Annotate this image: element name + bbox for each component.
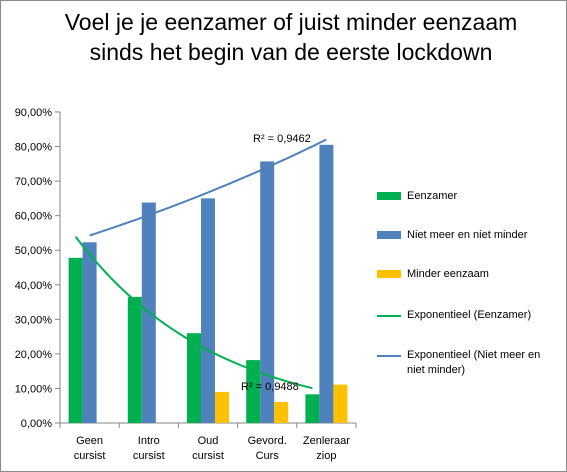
bar-niet-meer-en-niet-minder-0 xyxy=(83,242,97,423)
legend-label: Niet meer en niet minder xyxy=(407,228,557,243)
legend-swatch xyxy=(377,270,401,278)
bar-eenzamer-4 xyxy=(305,394,319,423)
legend-swatch xyxy=(377,231,401,239)
y-tick-label: 40,00% xyxy=(15,280,53,292)
bar-eenzamer-2 xyxy=(187,333,201,423)
axis-labels: 0,00% 10,00% 20,00% 30,00% 40,00% 50,00% 60,00… xyxy=(15,107,351,462)
y-tick-label: 70,00% xyxy=(15,176,53,188)
legend-swatch xyxy=(377,355,401,357)
y-tick-label: 80,00% xyxy=(15,142,53,154)
legend-swatch xyxy=(377,315,401,317)
x-tick-label: Geen cursist xyxy=(74,435,106,462)
y-tick-label: 10,00% xyxy=(15,383,53,395)
legend-label: Exponentieel (Eenzamer) xyxy=(407,308,557,323)
legend-label: Exponentieel (Niet meer en niet minder) xyxy=(407,348,557,378)
x-tick-label: Zenleraar ziop xyxy=(303,435,350,462)
r2-label-eenzamer: R² = 0,9488 xyxy=(241,381,299,393)
legend-label: Minder eenzaam xyxy=(407,267,557,282)
x-tick-label: Intro cursist xyxy=(133,435,165,462)
bar-niet-meer-en-niet-minder-4 xyxy=(319,145,333,423)
bar-minder-eenzaam-3 xyxy=(274,402,288,423)
bar-niet-meer-en-niet-minder-2 xyxy=(201,198,215,423)
bar-eenzamer-1 xyxy=(128,297,142,423)
y-tick-label: 30,00% xyxy=(15,314,53,326)
y-tick-label: 0,00% xyxy=(21,418,52,430)
y-tick-label: 60,00% xyxy=(15,211,53,223)
bar-minder-eenzaam-2 xyxy=(215,392,229,423)
y-tick-label: 20,00% xyxy=(15,349,53,361)
r2-label-niet-meer-niet-minder: R² = 0,9462 xyxy=(253,133,311,145)
x-tick-label: Gevord. Curs xyxy=(248,435,287,462)
legend-label: Eenzamer xyxy=(407,189,557,204)
y-tick-label: 50,00% xyxy=(15,245,53,257)
x-tick-label: Oud cursist xyxy=(192,435,224,462)
bar-minder-eenzaam-4 xyxy=(333,385,347,423)
legend-swatch xyxy=(377,192,401,200)
y-tick-label: 90,00% xyxy=(15,107,53,119)
bar-eenzamer-0 xyxy=(69,258,83,423)
bars xyxy=(69,145,348,423)
